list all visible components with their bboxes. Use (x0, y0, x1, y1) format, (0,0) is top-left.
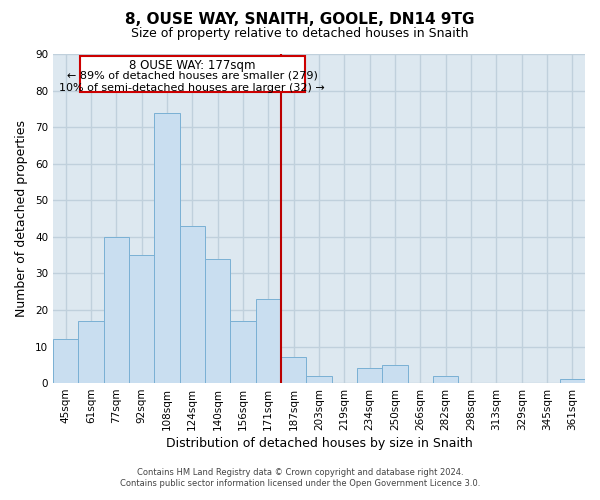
Bar (230, 321, 256, 383)
Bar (53, 339, 78, 383)
Bar (357, 368, 382, 383)
Bar (104, 237, 129, 383)
Bar (306, 376, 332, 383)
Text: Contains HM Land Registry data © Crown copyright and database right 2024.
Contai: Contains HM Land Registry data © Crown c… (120, 468, 480, 487)
Text: 10% of semi-detached houses are larger (32) →: 10% of semi-detached houses are larger (… (59, 83, 325, 93)
Bar (382, 365, 407, 383)
Bar (154, 112, 179, 383)
Text: ← 89% of detached houses are smaller (279): ← 89% of detached houses are smaller (27… (67, 71, 318, 81)
Bar (560, 380, 585, 383)
Bar (179, 226, 205, 383)
Text: 8, OUSE WAY, SNAITH, GOOLE, DN14 9TG: 8, OUSE WAY, SNAITH, GOOLE, DN14 9TG (125, 12, 475, 28)
Text: 8 OUSE WAY: 177sqm: 8 OUSE WAY: 177sqm (129, 59, 256, 72)
Y-axis label: Number of detached properties: Number of detached properties (15, 120, 28, 317)
Text: Size of property relative to detached houses in Snaith: Size of property relative to detached ho… (131, 28, 469, 40)
X-axis label: Distribution of detached houses by size in Snaith: Distribution of detached houses by size … (166, 437, 472, 450)
Bar (129, 255, 154, 383)
Bar (80, 56, 305, 92)
Bar (281, 358, 306, 383)
Bar (78, 321, 104, 383)
Bar (205, 259, 230, 383)
Bar (256, 299, 281, 383)
Bar (433, 376, 458, 383)
